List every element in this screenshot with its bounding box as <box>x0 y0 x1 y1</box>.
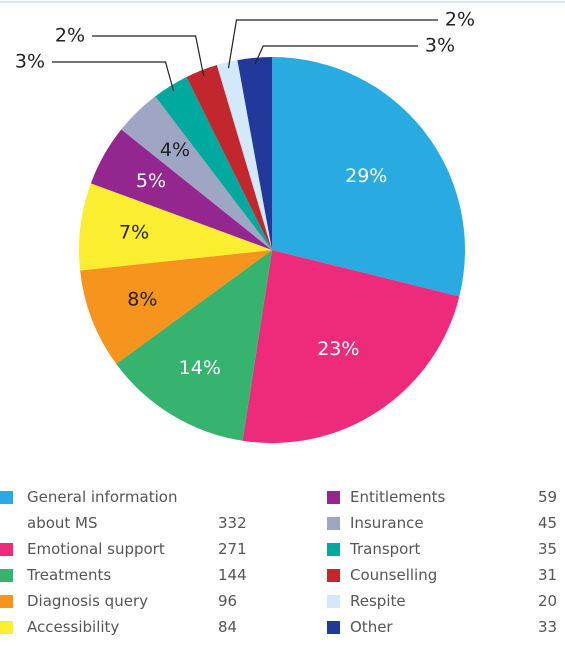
slice-label: 23% <box>317 338 359 360</box>
legend-label: Treatments <box>27 566 112 584</box>
legend-label: Emotional support <box>27 540 165 558</box>
legend-swatch <box>327 595 340 608</box>
slice-label: 4% <box>160 139 190 161</box>
legend-value: 33 <box>538 618 558 636</box>
legend-label: General information about MS <box>27 488 178 532</box>
legend-value: 59 <box>538 488 558 506</box>
legend-label: Entitlements <box>350 488 446 506</box>
slice-label: 3% <box>15 51 45 73</box>
leader-line <box>92 35 205 77</box>
legend-swatch <box>0 595 13 608</box>
legend-value: 31 <box>538 566 558 584</box>
pie-slice <box>90 129 272 250</box>
legend-value: 271 <box>218 540 247 558</box>
leader-line <box>52 61 175 92</box>
legend-label: Accessibility <box>27 618 120 636</box>
legend-value: 45 <box>538 514 558 532</box>
pie-slice <box>80 250 272 364</box>
legend-value: 20 <box>538 592 558 610</box>
slice-label: 7% <box>119 221 149 243</box>
slice-label: 5% <box>136 170 166 192</box>
legend-swatch <box>0 621 13 634</box>
pie-slice <box>242 250 460 443</box>
pie-slice <box>121 96 272 251</box>
pie-slice <box>237 57 272 250</box>
pie-slice <box>272 57 466 297</box>
legend-label: Diagnosis query <box>27 592 148 610</box>
legend-swatch <box>0 569 13 582</box>
legend-label: Respite <box>350 592 406 610</box>
legend-value: 84 <box>218 618 238 636</box>
legend-label: Transport <box>350 540 421 558</box>
legend-swatch <box>327 517 340 530</box>
leader-line <box>254 45 418 65</box>
slice-label: 29% <box>345 165 387 187</box>
slice-label: 2% <box>55 25 85 47</box>
legend-label: Counselling <box>350 566 438 584</box>
pie-slice <box>216 60 272 251</box>
pie-slice <box>78 183 273 271</box>
legend-value: 35 <box>538 540 558 558</box>
slice-label: 2% <box>445 9 475 31</box>
legend-swatch <box>327 543 340 556</box>
chart: 29% 23% 14% 8% 7% 5% 4% 3% 2% 2% 3% <box>0 1 565 443</box>
leader-line <box>227 19 438 69</box>
legend-swatch <box>327 491 340 504</box>
legend-swatch <box>327 569 340 582</box>
pie-slice <box>186 65 272 251</box>
legend-label: Other <box>350 618 393 636</box>
slice-label: 8% <box>127 289 157 311</box>
legend-swatch <box>0 543 13 556</box>
pie-slice <box>116 250 273 441</box>
legend-value: 144 <box>218 566 247 584</box>
legend-label: Insurance <box>350 514 424 532</box>
slice-label: 14% <box>179 357 221 379</box>
legend-swatch <box>0 491 13 504</box>
legend-value: 332 <box>218 514 247 532</box>
slice-label: 3% <box>425 35 455 57</box>
pie-slice <box>155 76 272 250</box>
legend-swatch <box>327 621 340 634</box>
legend-value: 96 <box>218 592 238 610</box>
